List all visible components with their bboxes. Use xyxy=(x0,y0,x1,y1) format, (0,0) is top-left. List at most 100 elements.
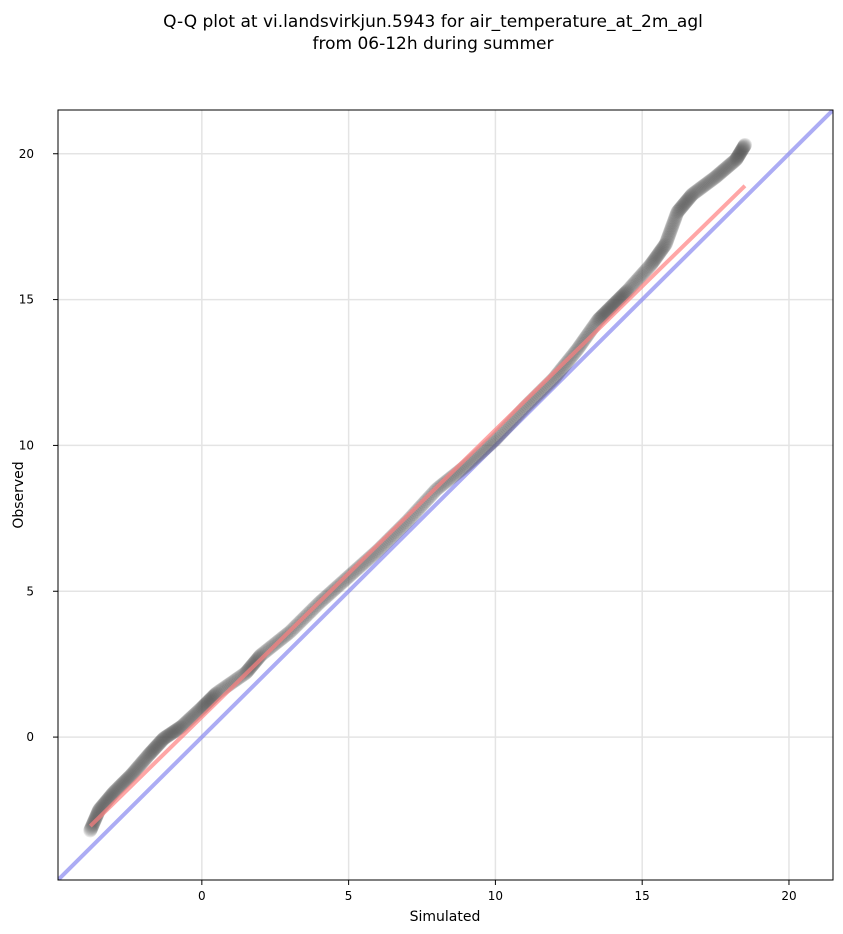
qq-point xyxy=(150,738,165,753)
qq-point xyxy=(676,197,691,212)
qq-point xyxy=(131,759,146,774)
qq-point xyxy=(736,140,751,155)
qq-point xyxy=(685,187,700,202)
qq-point xyxy=(103,788,118,803)
qq-point xyxy=(154,733,169,748)
qq-point xyxy=(146,742,161,757)
qq-point xyxy=(141,748,156,763)
qq-point xyxy=(668,210,683,225)
qq-point xyxy=(649,249,664,264)
qq-point xyxy=(684,188,699,203)
qq-point xyxy=(673,201,688,216)
qq-point xyxy=(160,729,175,744)
qq-point xyxy=(721,158,736,173)
chart-title-line-2: from 06-12h during summer xyxy=(313,34,554,54)
qq-point xyxy=(659,235,674,250)
qq-point xyxy=(171,721,186,736)
qq-point xyxy=(651,246,666,261)
qq-point xyxy=(152,736,167,751)
qq-point xyxy=(617,286,632,301)
qq-point xyxy=(142,747,157,762)
qq-point xyxy=(138,751,153,766)
qq-point xyxy=(251,650,266,665)
qq-point xyxy=(255,646,270,661)
qq-point xyxy=(166,725,181,740)
y-tick-label: 20 xyxy=(19,147,34,161)
x-tick-label: 10 xyxy=(488,889,503,903)
qq-point xyxy=(157,730,172,745)
qq-point xyxy=(660,232,675,247)
qq-point xyxy=(707,171,722,186)
qq-point xyxy=(693,181,708,196)
qq-point xyxy=(623,280,638,295)
x-axis-label: Simulated xyxy=(410,909,481,925)
qq-point xyxy=(125,766,140,781)
qq-point xyxy=(641,260,656,275)
qq-point xyxy=(635,267,650,282)
y-tick-label: 0 xyxy=(26,730,34,744)
x-axis-ticks: 0 5 10 15 20 xyxy=(198,880,797,903)
qq-point xyxy=(732,147,747,162)
qq-point xyxy=(161,728,176,743)
qq-point xyxy=(414,499,429,514)
qq-point xyxy=(83,822,98,837)
qq-point xyxy=(577,332,592,347)
qq-point xyxy=(690,183,705,198)
qq-point xyxy=(708,170,723,185)
qq-point xyxy=(153,734,168,749)
qq-point xyxy=(676,198,691,213)
qq-point xyxy=(657,239,672,254)
qq-point xyxy=(724,156,739,171)
qq-point xyxy=(616,287,631,302)
qq-point xyxy=(116,775,131,790)
qq-point xyxy=(701,175,716,190)
qq-point xyxy=(348,563,363,578)
qq-point xyxy=(615,289,630,304)
qq-point xyxy=(143,745,158,760)
qq-point xyxy=(133,757,148,772)
qq-point xyxy=(229,672,244,687)
qq-point xyxy=(614,289,629,304)
qq-point xyxy=(440,473,455,488)
qq-point xyxy=(339,571,354,586)
qq-point xyxy=(106,786,121,801)
qq-point xyxy=(411,502,426,517)
qq-point xyxy=(630,272,645,287)
qq-point xyxy=(181,713,196,728)
qq-point xyxy=(558,357,573,372)
qq-point xyxy=(248,654,263,669)
qq-point xyxy=(729,152,744,167)
qq-point xyxy=(253,649,268,664)
qq-point xyxy=(688,185,703,200)
qq-point xyxy=(666,214,681,229)
qq-point xyxy=(663,224,678,239)
qq-point xyxy=(678,195,693,210)
qq-point xyxy=(256,645,271,660)
qq-point xyxy=(136,753,151,768)
qq-point xyxy=(554,361,569,376)
qq-point xyxy=(149,739,164,754)
qq-point xyxy=(175,718,190,733)
qq-point xyxy=(124,767,139,782)
x-tick-label: 15 xyxy=(635,889,650,903)
qq-point xyxy=(737,139,752,154)
qq-point xyxy=(153,735,168,750)
qq-point xyxy=(697,178,712,193)
qq-point xyxy=(178,715,193,730)
qq-point xyxy=(643,257,658,272)
qq-point xyxy=(652,245,667,260)
qq-point xyxy=(126,765,141,780)
qq-point xyxy=(117,774,132,789)
qq-point xyxy=(626,277,641,292)
qq-point xyxy=(634,268,649,283)
qq-point xyxy=(340,570,355,585)
qq-point xyxy=(665,218,680,233)
qq-point xyxy=(129,761,144,776)
qq-point xyxy=(704,172,719,187)
qq-point xyxy=(710,168,725,183)
qq-point xyxy=(144,745,159,760)
qq-point xyxy=(250,651,265,666)
qq-point xyxy=(127,764,142,779)
qq-point xyxy=(637,264,652,279)
qq-point xyxy=(412,500,427,515)
